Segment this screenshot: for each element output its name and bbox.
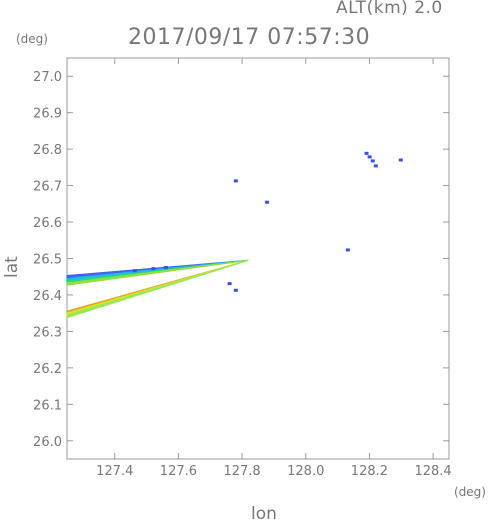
echo-point-3 [227, 282, 232, 286]
x-tick-label-4: 128.2 [351, 464, 388, 479]
beam-streak-3 [66, 259, 249, 286]
y-axis-unit: (deg) [16, 32, 48, 46]
chart-title: 2017/09/17 07:57:30 [128, 25, 371, 50]
echo-points [132, 151, 403, 292]
y-tick-label-6: 26.6 [33, 216, 62, 231]
echo-point-4 [233, 288, 238, 292]
y-tick-label-7: 26.7 [33, 180, 62, 195]
x-axis-label: lon [251, 504, 277, 524]
y-tick-label-1: 26.1 [33, 398, 62, 413]
x-tick-label-2: 127.8 [223, 464, 260, 479]
echo-point-5 [364, 151, 369, 155]
x-axis-unit: (deg) [454, 485, 486, 499]
echo-point-1 [264, 200, 269, 204]
altitude-label: ALT(km) 2.0 [336, 0, 443, 18]
echo-point-11 [151, 267, 156, 271]
y-tick-label-10: 27.0 [33, 70, 62, 85]
echo-point-6 [367, 155, 372, 159]
y-tick-label-9: 26.9 [33, 107, 62, 122]
x-axis-ticks: 127.4 127.6 127.8 128.0 128.2 128.4 [96, 58, 452, 479]
y-tick-label-5: 26.5 [33, 253, 62, 268]
y-tick-label-4: 26.4 [33, 289, 62, 304]
beam-streak-6 [66, 259, 249, 319]
echo-point-7 [370, 159, 375, 163]
plot-frame [66, 57, 450, 460]
x-tick-label-0: 127.4 [96, 464, 133, 479]
echo-point-12 [163, 266, 168, 270]
echo-point-0 [233, 179, 238, 183]
beam-streaks [66, 259, 249, 319]
echo-point-10 [132, 269, 137, 273]
x-tick-label-3: 128.0 [287, 464, 324, 479]
y-tick-label-8: 26.8 [33, 143, 62, 158]
y-tick-label-2: 26.2 [33, 362, 62, 377]
y-tick-label-3: 26.3 [33, 325, 62, 340]
y-tick-label-0: 26.0 [33, 435, 62, 450]
echo-point-9 [398, 158, 403, 162]
y-axis-ticks: 26.0 26.1 26.2 26.3 26.4 26.5 26.6 26.7 26.8 26.9… [33, 70, 449, 450]
echo-point-2 [345, 248, 350, 252]
echo-point-8 [373, 164, 378, 168]
x-tick-label-1: 127.6 [160, 464, 197, 479]
x-tick-label-5: 128.4 [414, 464, 451, 479]
